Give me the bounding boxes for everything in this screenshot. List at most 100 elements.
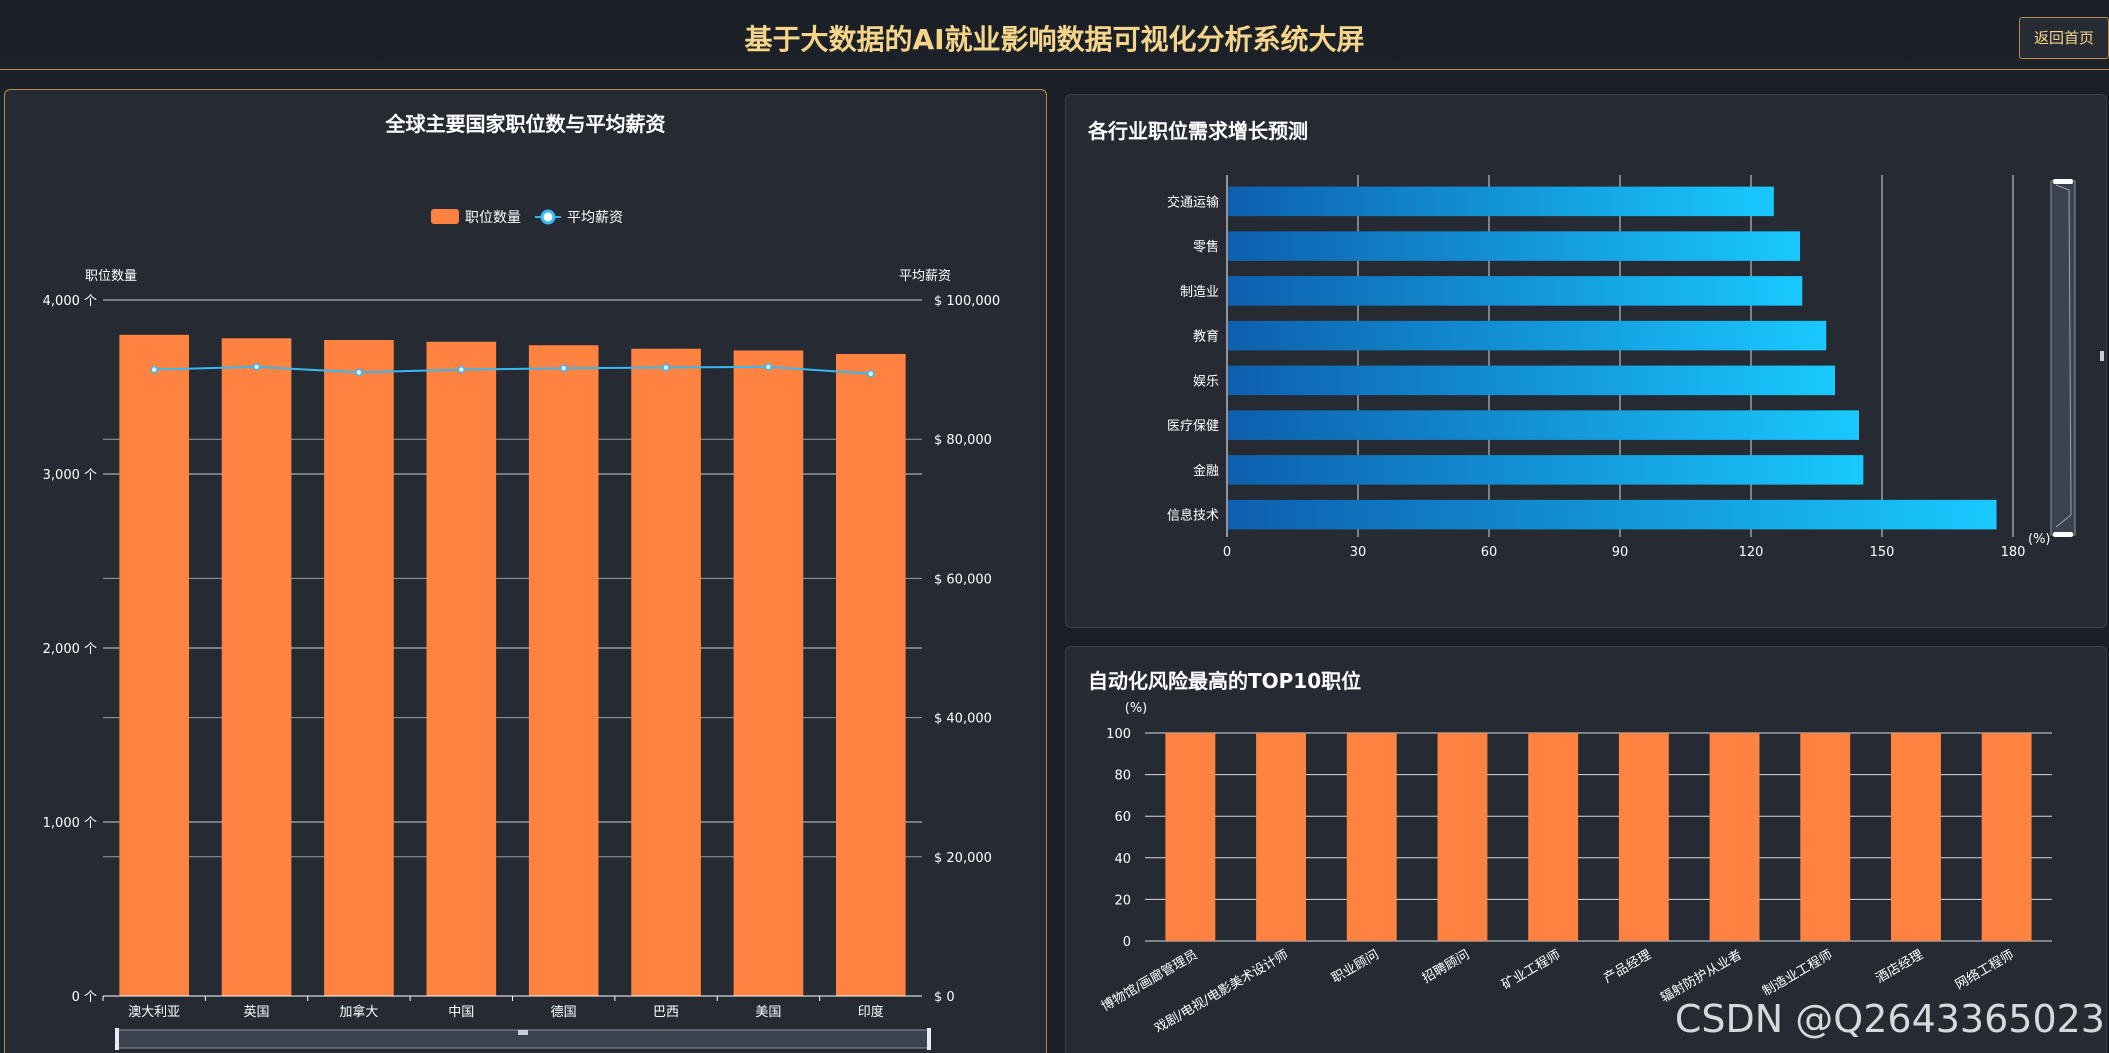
- bar-risk: [1346, 733, 1397, 941]
- zoom-slider-handle-left: [115, 1028, 119, 1050]
- x-tick-label: 0: [1223, 545, 1231, 560]
- automation-chart-title: 自动化风险最高的TOP10职位: [1088, 669, 1362, 693]
- x-tick-label: 制造业工程师: [1760, 947, 1835, 999]
- x-tick-label: 英国: [244, 1005, 270, 1020]
- country-chart-title: 全球主要国家职位数与平均薪资: [385, 112, 666, 136]
- x-tick-label: 美国: [755, 1005, 781, 1020]
- automation-risk-panel: 自动化风险最高的TOP10职位 (%) 0 20 40 60 80 100 博物馆/画廊管理员…: [1065, 646, 2107, 1053]
- y-tick-label: 娱乐: [1193, 374, 1219, 389]
- salary-point: [355, 368, 363, 377]
- zoom-slider-grip: [2100, 351, 2104, 361]
- bar-growth: [1228, 455, 1864, 485]
- legend-label-jobs: 职位数量: [465, 210, 521, 226]
- x-tick-label: 职业顾问: [1329, 947, 1382, 986]
- legend-swatch-jobs: [431, 209, 459, 224]
- bar-risk: [1165, 733, 1216, 941]
- salary-point: [662, 363, 670, 372]
- industry-chart-title: 各行业职位需求增长预测: [1088, 119, 1308, 143]
- y-tick-left: 2,000 个: [43, 642, 97, 657]
- x-tick-label: 180: [2001, 545, 2026, 560]
- y-tick-label: 金融: [1193, 463, 1219, 479]
- y-tick-label: 信息技术: [1167, 508, 1219, 524]
- salary-line: [154, 365, 871, 375]
- salary-point: [457, 365, 466, 374]
- bar-growth: [1228, 276, 1803, 306]
- bar-jobs: [733, 350, 804, 997]
- salary-point: [150, 365, 158, 374]
- y-axis-label-right: 平均薪资: [899, 269, 951, 284]
- x-tick-label: 澳大利亚: [128, 1004, 180, 1020]
- bar-risk: [1618, 733, 1669, 941]
- y-tick-right: $ 60,000: [934, 572, 992, 587]
- y-tick-label: 交通运输: [1167, 194, 1219, 210]
- bar-risk: [1800, 733, 1851, 941]
- x-tick-label: 印度: [858, 1004, 884, 1020]
- x-tick-label: 招聘顾问: [1420, 947, 1473, 986]
- watermark: CSDN @Q2643365023: [1674, 997, 2105, 1041]
- x-tick-label: 30: [1350, 545, 1367, 560]
- country-jobs-salary-panel: 全球主要国家职位数与平均薪资 职位数量 平均薪资 职位数量 平均薪资 0 个 1,000 …: [4, 89, 1047, 1053]
- bar-growth: [1228, 365, 1835, 396]
- zoom-slider-track: [2050, 180, 2076, 536]
- bar-jobs: [528, 345, 599, 996]
- zoom-slider-handle-right: [927, 1028, 931, 1050]
- bar-jobs: [836, 353, 906, 996]
- page-title: 基于大数据的AI就业影响数据可视化分析系统大屏: [744, 23, 1365, 56]
- bar-jobs: [119, 334, 189, 996]
- y-tick-right: $ 20,000: [934, 851, 992, 866]
- back-home-button[interactable]: 返回首页: [2019, 17, 2109, 59]
- x-tick-label: 60: [1481, 545, 1498, 560]
- y-tick-label: 医疗保健: [1167, 419, 1219, 434]
- y-axis-unit: (%): [1125, 701, 1148, 716]
- x-tick-label: 产品经理: [1601, 947, 1654, 986]
- salary-point: [252, 363, 261, 371]
- bar-jobs: [324, 340, 394, 996]
- salary-point: [559, 364, 568, 372]
- header: 基于大数据的AI就业影响数据可视化分析系统大屏 返回首页: [0, 0, 2109, 70]
- y-tick-right: $ 100,000: [934, 294, 1000, 309]
- y-tick-right: $ 80,000: [934, 433, 992, 448]
- zoom-slider-grip: [518, 1030, 528, 1035]
- y-tick-label: 教育: [1193, 329, 1219, 345]
- bar-risk: [1891, 733, 1941, 941]
- x-tick-label: 120: [1739, 545, 1764, 560]
- y-tick-label: 0: [1123, 935, 1131, 950]
- bar-growth: [1228, 410, 1859, 440]
- salary-point: [764, 363, 773, 371]
- zoom-slider-handle-bottom: [2053, 532, 2073, 537]
- x-tick-label: 巴西: [653, 1005, 679, 1020]
- x-tick-label: 90: [1612, 545, 1629, 560]
- y-tick-label: 40: [1114, 852, 1131, 867]
- y-tick-right: $ 0: [934, 990, 955, 1005]
- y-tick-left: 4,000 个: [43, 294, 97, 309]
- bar-risk: [1437, 733, 1488, 941]
- x-tick-label: 酒店经理: [1873, 947, 1926, 986]
- bar-risk: [1256, 733, 1306, 941]
- y-tick-label: 20: [1114, 893, 1131, 908]
- bar-jobs: [631, 348, 701, 997]
- y-tick-right: $ 40,000: [934, 712, 992, 727]
- x-tick-label: 中国: [448, 1005, 474, 1020]
- legend-label-salary: 平均薪资: [567, 210, 623, 226]
- y-tick-label: 80: [1114, 769, 1131, 784]
- zoom-slider-preview: [2055, 184, 2072, 528]
- bar-risk: [1528, 733, 1579, 941]
- bar-jobs: [221, 338, 292, 996]
- y-tick-label: 零售: [1193, 239, 1219, 255]
- bar-growth: [1228, 499, 1997, 530]
- x-tick-label: 德国: [551, 1005, 577, 1020]
- y-tick-label: 100: [1106, 727, 1131, 742]
- x-tick-label: 加拿大: [339, 1004, 378, 1020]
- x-axis-unit: (%): [2028, 532, 2051, 547]
- industry-growth-chart: 0 30 60 90 120 150 180(%) 交通运输零售制造业教育娱乐医疗保健金融信息…: [1167, 175, 2104, 560]
- y-tick-left: 3,000 个: [43, 468, 97, 483]
- zoom-slider-handle-top: [2053, 179, 2073, 184]
- bar-growth: [1228, 231, 1801, 261]
- y-tick-left: 1,000 个: [43, 816, 97, 831]
- bar-risk: [1981, 733, 2032, 941]
- bar-jobs: [426, 341, 497, 996]
- y-axis-label-left: 职位数量: [85, 269, 137, 284]
- legend-swatch-salary-dot: [540, 209, 556, 225]
